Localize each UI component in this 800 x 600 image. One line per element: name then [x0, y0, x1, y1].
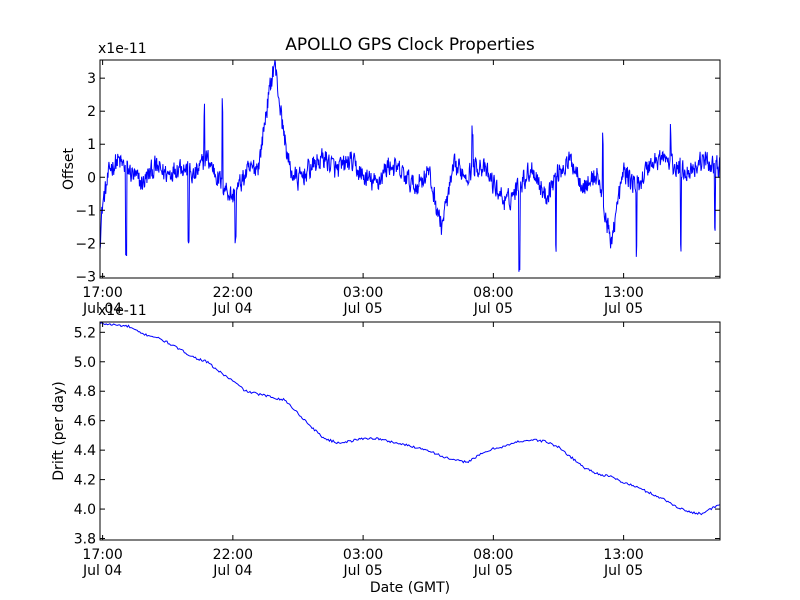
drift-x-tick-label: 22:00 Jul 04 [212, 547, 253, 579]
drift-series-line [99, 322, 721, 516]
offset-plot-area [99, 59, 721, 272]
offset-multiplier-label: x1e-11 [98, 41, 147, 57]
drift-x-tick-label: 08:00 Jul 05 [473, 547, 514, 579]
drift-y-ticks: 3.8 4.0 4.2 4.4 4.6 4.8 5.0 5.2 [74, 325, 720, 548]
drift-y-tick-label: 3.8 [74, 532, 96, 548]
offset-y-axis-label: Offset [61, 147, 77, 190]
drift-y-axis-label: Drift (per day) [51, 381, 67, 480]
drift-y-tick-label: 5.2 [74, 325, 96, 341]
x-axis-label: Date (GMT) [370, 580, 450, 596]
drift-x-tick-label: 13:00 Jul 05 [603, 547, 644, 579]
offset-x-tick-label: 13:00 Jul 05 [603, 285, 644, 317]
offset-y-tick-label: −1 [75, 203, 96, 219]
offset-axes-frame [99, 59, 721, 279]
offset-y-tick-label: 3 [87, 71, 96, 87]
offset-x-tick-label: 17:00 Jul 04 [82, 285, 123, 317]
drift-x-ticks: 17:00 Jul 04 22:00 Jul 04 03:00 Jul 05 08:00 Ju… [82, 322, 644, 579]
offset-x-ticks: 17:00 Jul 04 22:00 Jul 04 03:00 Jul 05 08:00 Ju… [82, 60, 644, 317]
drift-axes-frame [99, 321, 721, 541]
offset-x-tick-label: 22:00 Jul 04 [212, 285, 253, 317]
offset-y-tick-label: −2 [75, 236, 96, 252]
drift-panel: x1e-11 3.8 4.0 4.2 4.4 4.6 4.8 5.0 5.2 17:00 Jul… [51, 303, 721, 596]
offset-series-line [99, 59, 721, 272]
drift-y-tick-label: 4.2 [74, 473, 96, 489]
offset-y-tick-label: 0 [87, 170, 96, 186]
drift-multiplier-label: x1e-11 [98, 303, 147, 319]
offset-x-tick-label: 03:00 Jul 05 [343, 285, 384, 317]
chart-title: APOLLO GPS Clock Properties [285, 35, 535, 55]
offset-y-ticks: −3 −2 −1 0 1 2 3 [75, 71, 720, 285]
drift-x-tick-label: 03:00 Jul 05 [343, 547, 384, 579]
drift-plot-area [99, 322, 721, 516]
offset-y-tick-label: −3 [75, 269, 96, 285]
offset-panel: APOLLO GPS Clock Properties x1e-11 −3−2−… [61, 35, 721, 317]
drift-x-tick-label: 17:00 Jul 04 [82, 547, 123, 579]
drift-y-tick-label: 4.4 [74, 443, 96, 459]
offset-y-tick-label: 1 [87, 137, 96, 153]
drift-y-tick-label: 5.0 [74, 355, 96, 371]
drift-y-tick-label: 4.8 [74, 384, 96, 400]
offset-x-tick-label: 08:00 Jul 05 [473, 285, 514, 317]
drift-y-tick-label: 4.0 [74, 502, 96, 518]
drift-y-tick-label: 4.6 [74, 414, 96, 430]
offset-y-tick-label: 2 [87, 104, 96, 120]
